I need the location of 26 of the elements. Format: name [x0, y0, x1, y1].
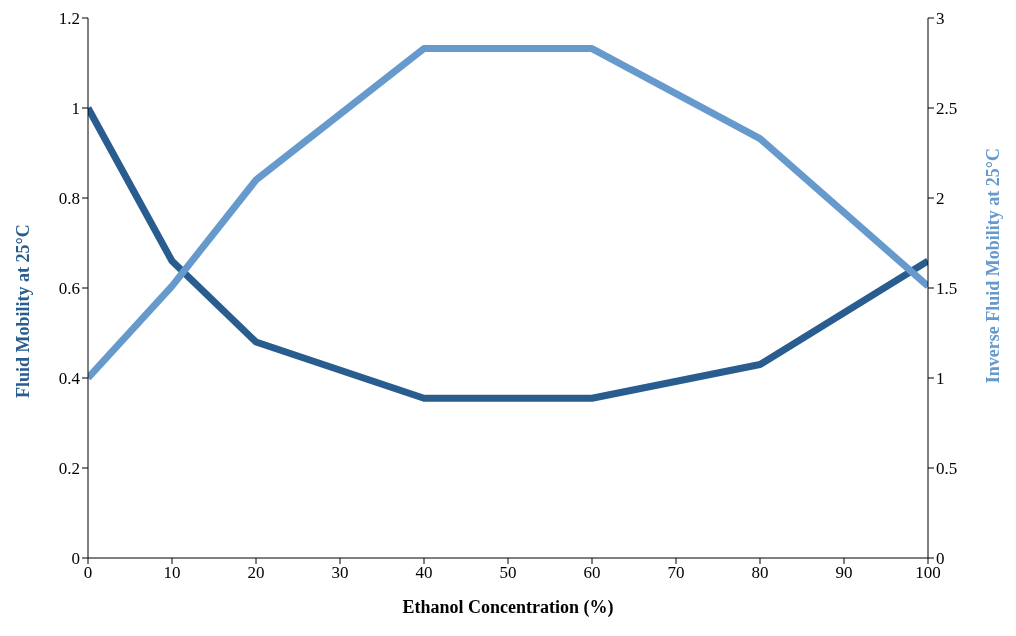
x-tick-label: 10: [163, 563, 181, 583]
y-tick-label: 0.6: [58, 279, 80, 299]
x-tick-label: 50: [499, 563, 517, 583]
x-tick-label: 30: [331, 563, 349, 583]
y-tick-label: 0.4: [58, 369, 81, 389]
y-tick-label: 0: [71, 549, 80, 569]
x-tick-label: 60: [583, 563, 601, 583]
y2-tick-label: 0.5: [936, 459, 958, 479]
y-tick-label: 1.2: [58, 9, 80, 29]
y-tick-label: 1: [71, 99, 80, 119]
y2-tick-label: 2.5: [936, 99, 958, 119]
y-tick-label: 0.8: [58, 189, 80, 209]
x-tick-label: 80: [751, 563, 769, 583]
x-axis-title: Ethanol Concentration (%): [402, 597, 614, 618]
x-tick-label: 20: [247, 563, 265, 583]
y2-axis-title: Inverse Fluid Mobility at 25°C: [983, 148, 1004, 384]
y2-tick-label: 3: [936, 9, 945, 29]
x-tick-label: 70: [667, 563, 685, 583]
y2-tick-label: 1.5: [936, 279, 958, 299]
y-axis-title: Fluid Mobility at 25°C: [13, 224, 34, 398]
y2-tick-label: 2: [936, 189, 945, 209]
y2-tick-label: 1: [936, 369, 945, 389]
x-tick-label: 90: [835, 563, 853, 583]
x-tick-label: 40: [415, 563, 433, 583]
y-tick-label: 0.2: [58, 459, 80, 479]
x-tick-label: 100: [915, 563, 941, 583]
